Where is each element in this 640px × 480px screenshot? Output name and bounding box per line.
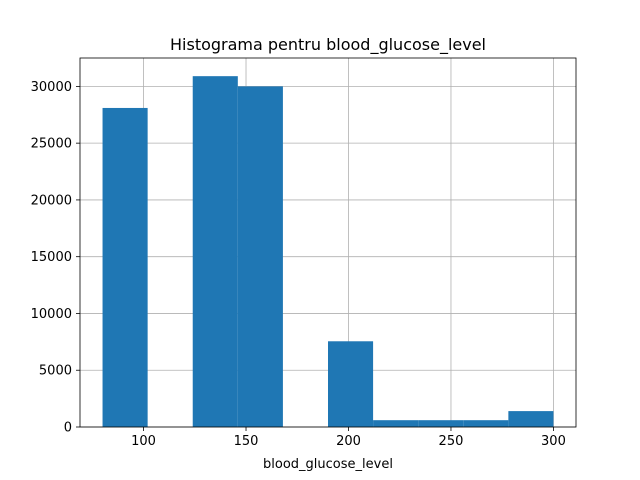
- histogram-bar: [102, 107, 148, 428]
- x-tick-label: 150: [234, 434, 259, 449]
- x-tick-label: 200: [336, 434, 361, 449]
- y-tick-label: 0: [64, 421, 72, 436]
- y-tick-label: 10000: [31, 307, 72, 322]
- histogram-bar: [328, 341, 374, 427]
- y-tick-label: 30000: [31, 80, 72, 95]
- y-tick-label: 25000: [31, 137, 72, 152]
- x-axis-label: blood_glucose_level: [263, 457, 393, 472]
- histogram-bar: [508, 411, 554, 427]
- bars-layer: [102, 76, 554, 428]
- y-tick-label: 15000: [31, 250, 72, 265]
- y-tick-label: 20000: [31, 193, 72, 208]
- chart-title: Histograma pentru blood_glucose_level: [170, 35, 486, 55]
- x-tick-label: 100: [131, 434, 156, 449]
- histogram-bar: [237, 86, 283, 427]
- x-tick-label: 250: [439, 434, 464, 449]
- histogram-bar: [192, 76, 238, 428]
- axes-layer: 100 150 200 250 300 0 5000 10000 15000 20000 25000…: [31, 57, 577, 449]
- plot-frame: [79, 57, 577, 428]
- histogram-bar: [373, 420, 419, 427]
- x-tick-label: 300: [541, 434, 566, 449]
- histogram-bar: [418, 420, 464, 427]
- histogram-bar: [463, 420, 509, 427]
- y-tick-label: 5000: [39, 364, 72, 379]
